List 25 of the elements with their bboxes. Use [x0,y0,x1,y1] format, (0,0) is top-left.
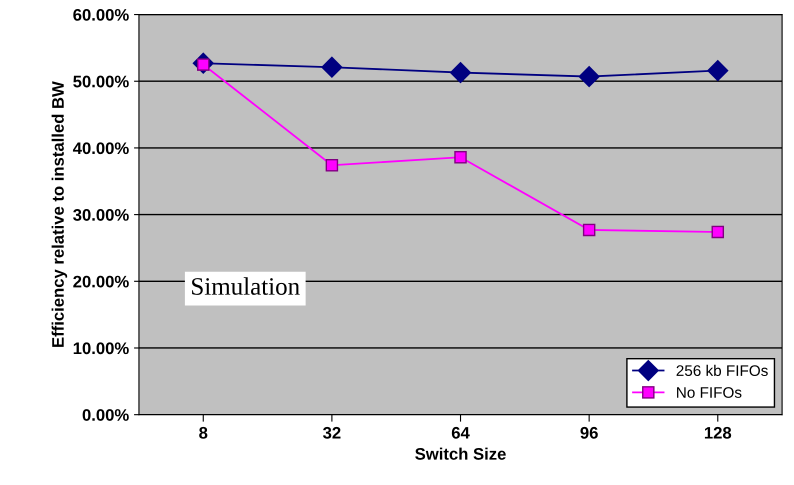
x-tick-label: 64 [452,426,470,439]
x-tick-label: 96 [580,426,598,439]
legend-label: 256 kb FIFOs [676,364,768,376]
point [712,226,724,238]
point [578,66,600,88]
point [582,224,596,236]
y-tick-label: 60.00% [73,8,129,21]
point [321,56,342,78]
x-tick-label: 128 [704,426,732,439]
y-axis-title: Efficiency relative to installed BW [52,81,68,347]
point [707,60,728,82]
x-tick-label: 32 [323,426,340,439]
legend-label: No FIFOs [677,387,742,398]
y-tick-label: 20.00% [73,276,129,288]
point [326,159,338,172]
x-axis-title: Switch Size [415,448,506,460]
y-tick-label: 50.00% [73,76,129,88]
y-tick-label: 10.00% [74,342,129,354]
point [450,62,472,84]
annotation: Simulation [192,277,300,295]
y-tick-label: 0.00% [82,409,129,421]
x-tick-label: 8 [199,426,208,439]
y-tick-label: 40.00% [72,142,129,154]
y-tick-label: 30.00% [73,209,129,221]
point [454,151,467,164]
